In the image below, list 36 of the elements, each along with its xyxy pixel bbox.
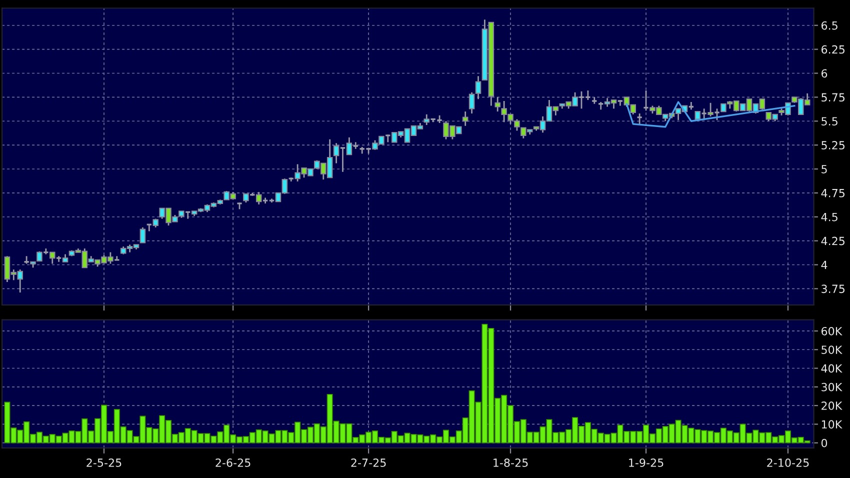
x-tick-label: 2-6-25 <box>216 458 250 467</box>
candlestick <box>636 112 643 125</box>
x-tick-label: 1-8-25 <box>494 458 528 467</box>
candlestick <box>642 90 650 112</box>
y-tick-label: 0 <box>821 438 828 448</box>
candlestick <box>340 147 346 173</box>
y-tick-label: 5.75 <box>822 93 845 102</box>
y-tick-label: 50K <box>822 346 842 354</box>
y-tick-label: 40K <box>821 364 842 373</box>
line-series <box>626 101 796 128</box>
y-tick-label: 4.25 <box>821 236 845 246</box>
candlestick <box>23 255 30 264</box>
y-tick-label: 4.75 <box>821 189 845 198</box>
y-tick-label: 20K <box>822 402 842 410</box>
y-tick-label: 6.5 <box>822 21 838 30</box>
x-tick-label: 1-9-25 <box>629 458 664 467</box>
y-tick-label: 60K <box>822 326 842 336</box>
y-tick-label: 4.5 <box>821 212 838 222</box>
y-tick-label: 10K <box>822 420 842 429</box>
candlestick <box>714 108 720 121</box>
x-tick-label: 2-5-25 <box>86 458 122 467</box>
y-tick-label: 6.25 <box>822 45 845 54</box>
y-tick-label: 5 <box>822 165 827 174</box>
y-tick-label: 4 <box>821 260 828 269</box>
candlestick <box>514 118 520 132</box>
y-tick-label: 3.75 <box>822 284 845 294</box>
x-tick-label: 2-7-25 <box>351 458 386 467</box>
candlestick <box>184 211 192 220</box>
candlestick <box>140 226 146 244</box>
y-tick-label: 5.5 <box>822 117 838 126</box>
candlestick <box>462 110 468 127</box>
x-tick-label: 2-10-25 <box>767 458 809 467</box>
y-tick-label: 30K <box>822 382 842 392</box>
y-tick-label: 6 <box>822 69 828 78</box>
candlestick <box>494 96 500 112</box>
y-tick-label: 5.25 <box>822 141 845 150</box>
